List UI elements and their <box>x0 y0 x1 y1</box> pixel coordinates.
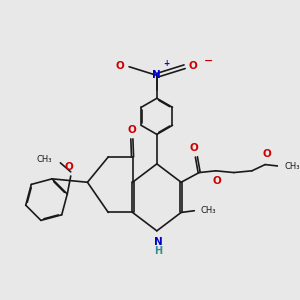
Text: O: O <box>128 125 136 135</box>
Text: O: O <box>189 143 198 154</box>
Text: O: O <box>64 162 74 172</box>
Text: +: + <box>163 59 169 68</box>
Text: O: O <box>212 176 221 186</box>
Text: CH₃: CH₃ <box>36 155 52 164</box>
Text: CH₃: CH₃ <box>201 206 216 215</box>
Text: CH₃: CH₃ <box>285 162 300 171</box>
Text: N: N <box>154 237 163 247</box>
Text: H: H <box>154 247 163 256</box>
Text: −: − <box>204 56 213 65</box>
Text: O: O <box>262 149 271 159</box>
Text: O: O <box>189 61 197 71</box>
Text: N: N <box>152 70 161 80</box>
Text: O: O <box>115 61 124 71</box>
